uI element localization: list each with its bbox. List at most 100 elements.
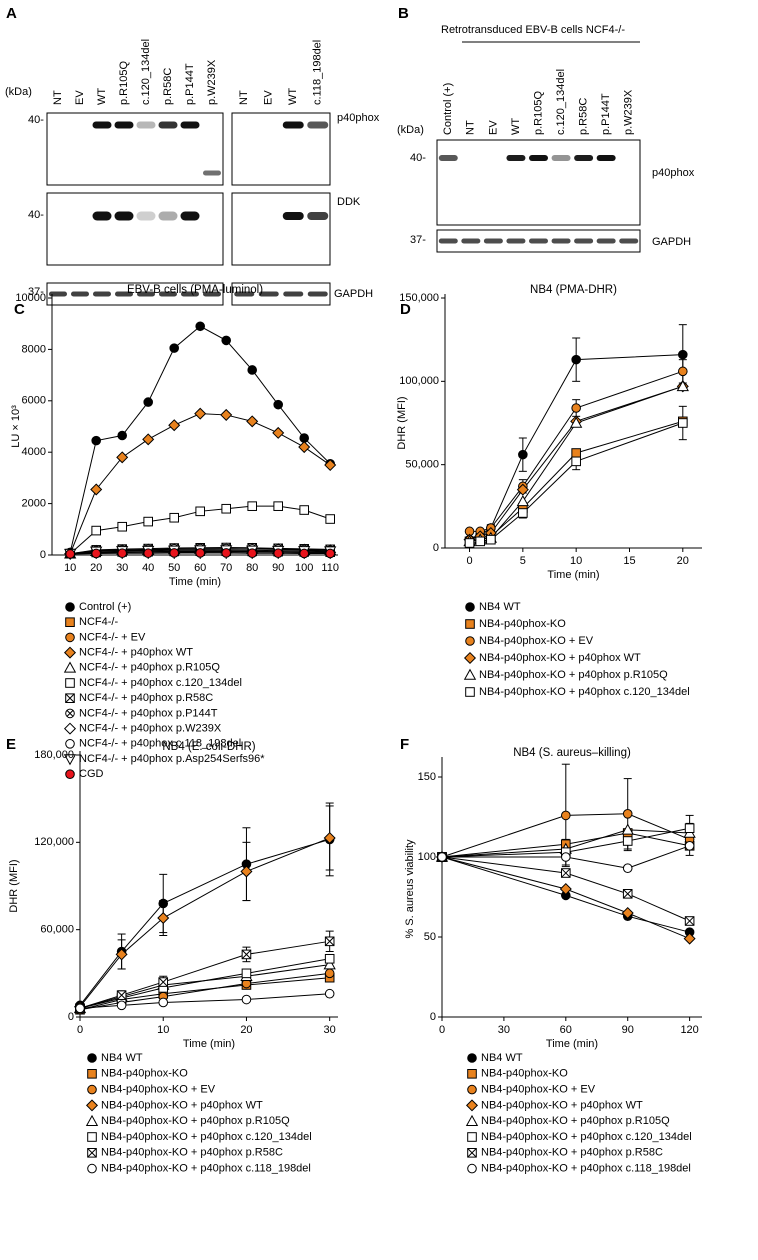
- marker: [571, 403, 581, 413]
- marker: [143, 397, 153, 407]
- x-axis-label: Time (min): [547, 569, 599, 581]
- blot-band: [619, 238, 639, 244]
- legend-marker: [65, 769, 75, 780]
- protein-label: p40phox: [652, 167, 695, 179]
- blot-band: [115, 291, 133, 297]
- panel-letter: B: [398, 5, 409, 22]
- series-line: [441, 813, 690, 858]
- blot-band: [92, 211, 112, 221]
- blot-band: [114, 121, 134, 129]
- legend-label: NB4-p40phox-KO + p40phox c.120_134del: [101, 1131, 312, 1143]
- series-line: [441, 856, 690, 940]
- y-tick-label: 60,000: [40, 924, 74, 936]
- legend-marker: [467, 1148, 477, 1158]
- protein-label: DDK: [337, 196, 361, 208]
- mw-marker: 37-: [410, 234, 426, 246]
- legend-marker: [85, 1114, 99, 1126]
- x-tick-label: 30: [116, 562, 128, 574]
- blot-band: [137, 291, 155, 297]
- marker: [324, 936, 335, 947]
- marker: [298, 441, 311, 454]
- mw-marker: 37-: [28, 286, 44, 298]
- y-tick-label: 150: [418, 771, 436, 783]
- marker: [684, 841, 695, 851]
- x-tick-label: 60: [194, 562, 206, 574]
- series-line: [441, 856, 690, 933]
- legend-marker: [467, 1053, 477, 1063]
- blot-band: [234, 291, 255, 297]
- blot-band: [483, 238, 503, 244]
- y-tick-label: 0: [68, 1011, 74, 1023]
- y-tick-label: 50,000: [405, 459, 439, 471]
- y-tick-label: 6000: [22, 395, 46, 407]
- y-tick-label: 150,000: [399, 292, 439, 304]
- marker: [683, 932, 696, 945]
- chart-title: NB4 (E. coli-DHR): [162, 741, 255, 753]
- legend-label: NB4-p40phox-KO: [481, 1068, 568, 1080]
- legend-label: NB4-p40phox-KO + p40phox c.120_134del: [479, 686, 690, 698]
- marker: [464, 538, 475, 548]
- marker: [194, 407, 207, 420]
- x-tick-label: 60: [560, 1024, 572, 1036]
- blot-band: [158, 121, 178, 129]
- marker: [241, 994, 252, 1005]
- marker: [273, 501, 283, 511]
- x-tick-label: 120: [680, 1024, 698, 1036]
- marker: [157, 912, 170, 925]
- x-tick-label: 20: [677, 555, 689, 567]
- legend-label: NCF4-/-: [79, 616, 118, 628]
- panel-letter: C: [14, 301, 25, 318]
- marker: [676, 379, 689, 392]
- legend-label: Control (+): [79, 601, 131, 613]
- legend-label: NCF4-/- + p40phox p.R58C: [79, 692, 213, 704]
- y-axis-label: DHR (MFI): [396, 396, 408, 449]
- x-tick-label: 10: [64, 562, 76, 574]
- blot-band: [551, 155, 571, 161]
- panel-letter: E: [6, 736, 16, 753]
- marker: [65, 549, 75, 559]
- lane-label: p.P144T: [184, 63, 196, 105]
- lane-label: WT: [287, 88, 299, 105]
- y-axis-label: LU × 10³: [10, 405, 22, 448]
- marker: [169, 548, 179, 558]
- legend-marker: [467, 1084, 477, 1095]
- marker: [299, 505, 309, 515]
- legend-label: NB4-p40phox-KO + EV: [481, 1084, 596, 1096]
- marker: [247, 365, 257, 375]
- series-line: [441, 856, 690, 922]
- x-tick-label: 0: [439, 1024, 445, 1036]
- marker: [324, 953, 335, 964]
- blot-header: Retrotransduced EBV-B cells NCF4-/-: [441, 24, 625, 36]
- legend-marker: [65, 602, 75, 612]
- marker: [221, 503, 231, 514]
- chart-title: EBV-B cells (PMA-luminol): [127, 284, 263, 296]
- marker: [325, 548, 336, 559]
- marker: [622, 809, 633, 819]
- x-tick-label: 5: [520, 555, 526, 567]
- legend-label: NB4 WT: [101, 1052, 143, 1064]
- blot-band: [307, 121, 329, 129]
- series-line: [441, 832, 690, 858]
- blot-band: [529, 155, 548, 161]
- legend-label: NB4-p40phox-KO: [479, 618, 566, 630]
- legend-label: CGD: [79, 768, 104, 780]
- legend-marker: [87, 1132, 97, 1142]
- y-tick-label: 50: [424, 931, 436, 943]
- legend-label: NB4-p40phox-KO + p40phox c.118_198del: [481, 1163, 691, 1175]
- legend-label: NCF4-/- + EV: [79, 631, 146, 643]
- lane-label: NT: [465, 120, 477, 135]
- marker: [143, 516, 153, 527]
- marker: [195, 548, 205, 558]
- blot-band: [282, 121, 304, 129]
- x-tick-label: 70: [220, 562, 232, 574]
- marker: [561, 852, 571, 862]
- legend-marker: [467, 1069, 477, 1079]
- blot-band: [282, 212, 304, 220]
- marker: [195, 506, 205, 517]
- series-line: [441, 829, 690, 858]
- legend-label: NB4-p40phox-KO + p40phox c.120_134del: [481, 1131, 692, 1143]
- legend-marker: [63, 722, 77, 735]
- marker: [678, 366, 688, 377]
- marker: [622, 836, 633, 846]
- blot-band: [203, 170, 221, 176]
